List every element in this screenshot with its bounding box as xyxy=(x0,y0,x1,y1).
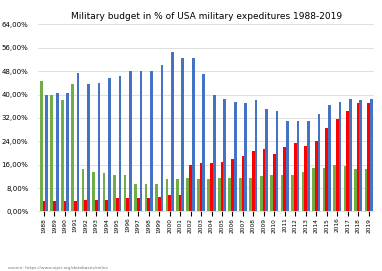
Bar xyxy=(241,156,244,211)
Title: Military budget in % of USA military expeditures 1988-2019: Military budget in % of USA military exp… xyxy=(71,12,342,21)
Bar xyxy=(134,184,137,211)
Bar xyxy=(249,178,252,211)
Bar xyxy=(116,198,119,211)
Bar xyxy=(315,141,317,211)
Bar xyxy=(56,93,58,211)
Bar xyxy=(176,179,179,211)
Bar xyxy=(364,169,367,211)
Bar xyxy=(357,103,359,211)
Bar xyxy=(281,175,283,211)
Bar xyxy=(218,178,221,211)
Bar xyxy=(50,95,53,211)
Bar xyxy=(255,100,257,211)
Bar xyxy=(71,84,74,211)
Bar xyxy=(105,200,108,211)
Bar xyxy=(77,73,79,211)
Bar xyxy=(207,179,210,211)
Bar xyxy=(265,109,268,211)
Bar xyxy=(231,159,234,211)
Bar xyxy=(228,178,231,211)
Text: source: https://www.sipri.org/databases/milex: source: https://www.sipri.org/databases/… xyxy=(8,266,108,270)
Bar xyxy=(200,163,202,211)
Bar xyxy=(171,52,174,211)
Bar xyxy=(168,195,171,211)
Bar xyxy=(317,114,320,211)
Bar xyxy=(108,78,111,211)
Bar xyxy=(354,169,357,211)
Bar xyxy=(273,154,276,211)
Bar xyxy=(74,201,77,211)
Bar xyxy=(124,175,126,211)
Bar xyxy=(291,175,294,211)
Bar xyxy=(92,172,95,211)
Bar xyxy=(189,165,192,211)
Bar xyxy=(150,71,153,211)
Bar xyxy=(155,184,158,211)
Bar xyxy=(297,121,299,211)
Bar xyxy=(197,179,200,211)
Bar xyxy=(244,103,247,211)
Bar xyxy=(137,198,139,211)
Bar xyxy=(98,83,100,211)
Bar xyxy=(260,176,262,211)
Bar xyxy=(160,65,163,211)
Bar xyxy=(126,198,129,211)
Bar xyxy=(252,151,255,211)
Bar xyxy=(307,121,310,211)
Bar xyxy=(63,201,66,211)
Bar xyxy=(43,201,45,211)
Bar xyxy=(276,111,278,211)
Bar xyxy=(210,163,213,211)
Bar xyxy=(234,102,236,211)
Bar xyxy=(370,99,373,211)
Bar xyxy=(139,71,142,211)
Bar xyxy=(45,95,48,211)
Bar xyxy=(82,169,84,211)
Bar xyxy=(213,95,215,211)
Bar xyxy=(181,58,184,211)
Bar xyxy=(286,121,289,211)
Bar xyxy=(312,167,315,211)
Bar xyxy=(359,100,362,211)
Bar xyxy=(323,167,325,211)
Bar xyxy=(129,71,132,211)
Bar xyxy=(103,173,105,211)
Bar xyxy=(223,99,226,211)
Bar xyxy=(53,201,56,211)
Bar xyxy=(346,111,349,211)
Bar xyxy=(302,172,304,211)
Bar xyxy=(239,178,241,211)
Bar xyxy=(325,128,328,211)
Bar xyxy=(147,198,150,211)
Bar xyxy=(66,93,69,211)
Bar xyxy=(283,147,286,211)
Bar xyxy=(338,102,341,211)
Bar xyxy=(202,74,205,211)
Bar xyxy=(343,166,346,211)
Bar xyxy=(61,100,63,211)
Bar xyxy=(165,179,168,211)
Bar xyxy=(349,99,352,211)
Bar xyxy=(84,200,87,211)
Bar xyxy=(328,105,331,211)
Bar xyxy=(367,103,370,211)
Bar xyxy=(119,76,121,211)
Bar xyxy=(186,178,189,211)
Bar xyxy=(221,162,223,211)
Bar xyxy=(270,175,273,211)
Bar xyxy=(336,119,338,211)
Bar xyxy=(294,143,297,211)
Bar xyxy=(158,197,160,211)
Bar xyxy=(145,184,147,211)
Bar xyxy=(179,195,181,211)
Bar xyxy=(95,200,98,211)
Bar xyxy=(40,81,43,211)
Bar xyxy=(87,84,90,211)
Bar xyxy=(333,165,336,211)
Bar xyxy=(192,58,195,211)
Bar xyxy=(304,146,307,211)
Bar xyxy=(113,175,116,211)
Bar xyxy=(262,149,265,211)
